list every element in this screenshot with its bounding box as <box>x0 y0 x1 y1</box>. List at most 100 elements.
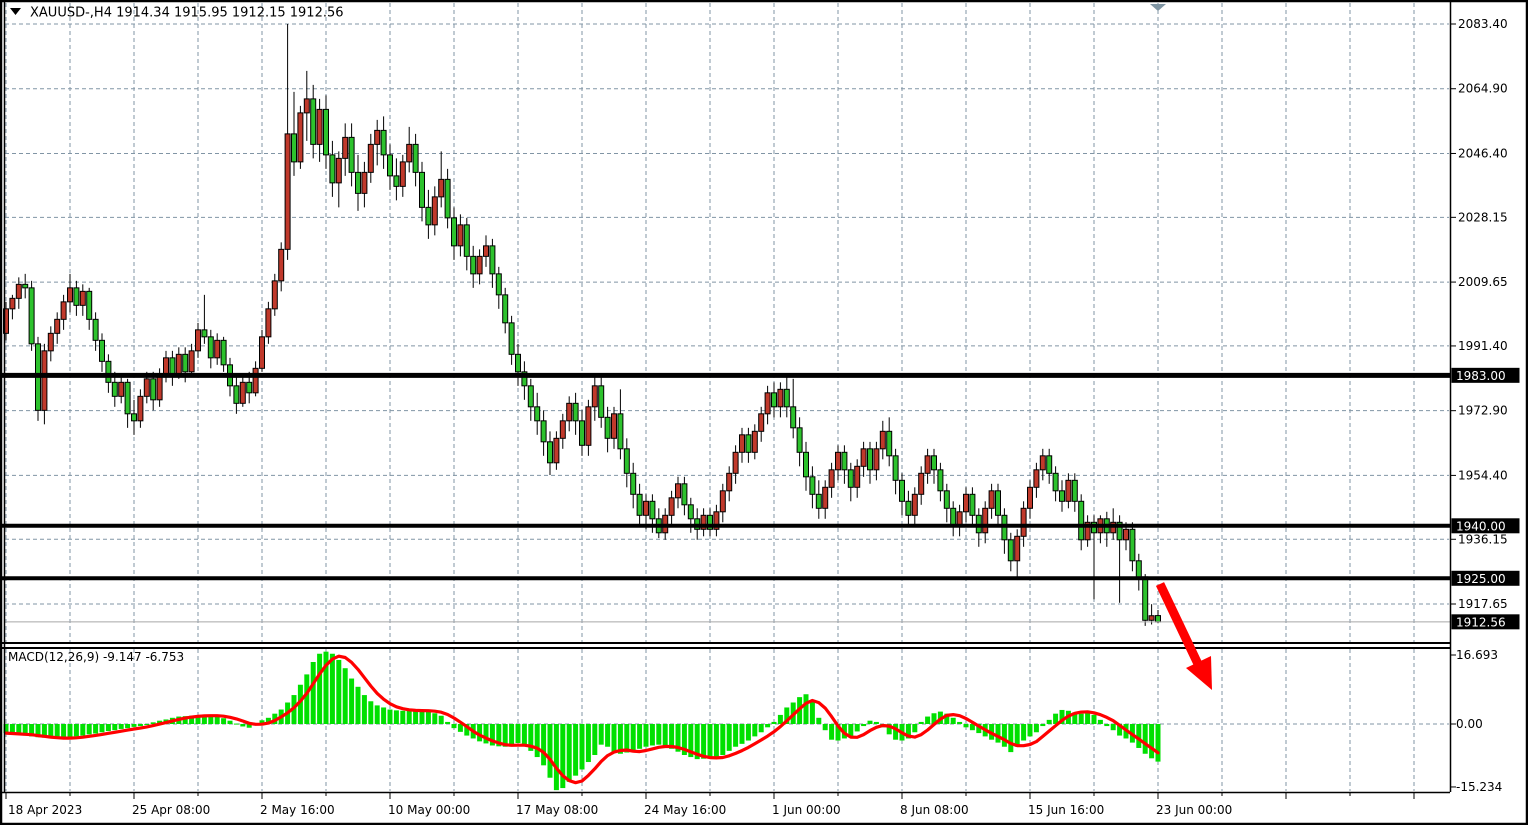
candle-body <box>111 381 118 397</box>
candle-body <box>623 448 630 474</box>
macd-histogram-bar <box>918 721 924 724</box>
macd-histogram-bar <box>585 724 591 763</box>
macd-histogram-bar <box>816 717 822 724</box>
candle-body <box>41 350 48 411</box>
level-price-tag <box>1451 570 1520 586</box>
macd-histogram-bar <box>3 724 9 734</box>
macd-histogram-bar <box>944 713 950 724</box>
candle-body <box>700 514 707 530</box>
macd-histogram-bar <box>912 724 918 733</box>
dropdown-triangle-icon[interactable] <box>10 8 21 15</box>
macd-histogram-bar <box>336 659 342 724</box>
macd-histogram-bar <box>809 701 815 724</box>
macd-histogram-bar <box>605 724 611 747</box>
macd-histogram-bar <box>950 717 956 724</box>
candle-body <box>1039 455 1046 471</box>
candle-body <box>3 308 9 334</box>
candle-body <box>796 427 803 453</box>
macd-histogram-bar <box>976 724 982 734</box>
macd-histogram-bar <box>16 724 22 735</box>
candle-body <box>636 493 643 516</box>
macd-histogram-bar <box>624 724 630 753</box>
macd-histogram-bar <box>720 724 726 755</box>
candle-body <box>233 385 240 404</box>
macd-histogram-bar <box>566 724 572 782</box>
candle-body <box>329 154 336 184</box>
scroll-to-end-icon[interactable] <box>1150 4 1166 11</box>
candle-body <box>828 469 835 488</box>
candle-body <box>54 318 61 334</box>
candle-body <box>937 469 944 492</box>
candle-body <box>585 406 592 446</box>
trend-arrow-annotation[interactable] <box>1155 582 1212 690</box>
candle-body <box>1027 486 1033 509</box>
macd-histogram-bar <box>931 713 937 724</box>
candle-body <box>726 472 733 492</box>
candle-body <box>860 448 867 467</box>
candle-body <box>284 133 291 250</box>
candle-body <box>1033 469 1040 488</box>
macd-histogram-bar <box>848 724 854 737</box>
level-price-tag <box>1451 518 1520 534</box>
time-axis-label: 17 May 08:00 <box>516 803 598 817</box>
macd-histogram-bar <box>541 724 547 766</box>
candle-body <box>265 308 272 338</box>
candle-body <box>803 451 809 478</box>
candle-body <box>950 507 957 527</box>
candle-body <box>815 493 822 509</box>
time-axis-label: 15 Jun 16:00 <box>1028 803 1104 817</box>
macd-histogram-bar <box>1091 714 1097 724</box>
candle-body <box>483 245 489 257</box>
candle-body <box>911 493 918 516</box>
macd-histogram-bar <box>483 724 489 744</box>
candle-body <box>67 287 73 303</box>
candle-body <box>143 378 150 397</box>
macd-histogram-bar <box>771 721 777 724</box>
macd-histogram-bar <box>105 724 111 732</box>
candle-body <box>124 381 131 415</box>
macd-histogram-bar <box>29 724 35 737</box>
macd-histogram-bar <box>867 720 873 724</box>
macd-histogram-bar <box>726 724 732 751</box>
candle-body <box>489 245 496 275</box>
candle-body <box>207 336 214 359</box>
candle-body <box>451 217 457 247</box>
candle-body <box>1129 528 1136 562</box>
macd-histogram-bar <box>393 710 399 724</box>
candle-body <box>1135 560 1142 579</box>
macd-histogram-bar <box>419 710 425 724</box>
price-tag-label: 1983.00 <box>1456 369 1506 383</box>
candle-body <box>918 472 925 495</box>
candle-body <box>259 336 265 369</box>
macd-histogram-bar <box>969 724 975 731</box>
candle-body <box>79 290 86 306</box>
candle-body <box>1155 615 1161 623</box>
macd-histogram-bar <box>656 724 662 745</box>
candle-body <box>470 255 477 275</box>
macd-histogram-bar <box>489 724 495 746</box>
macd-histogram-bar <box>400 710 406 724</box>
candle-body <box>572 402 579 422</box>
macd-histogram-bar <box>477 724 483 742</box>
candle-body <box>681 483 688 506</box>
macd-histogram-bar <box>1040 724 1046 727</box>
macd-histogram-bar <box>496 724 502 747</box>
candle-body <box>9 297 16 310</box>
candle-body <box>86 290 93 320</box>
candle-body <box>361 171 368 194</box>
macd-histogram-bar <box>214 716 220 724</box>
macd-histogram-bar <box>1033 724 1039 733</box>
macd-histogram-bar <box>854 724 860 732</box>
macd-histogram-bar <box>1110 724 1116 731</box>
macd-histogram-bar <box>681 724 687 755</box>
macd-histogram-bar <box>835 724 841 741</box>
candle-body <box>771 392 777 408</box>
macd-layer <box>3 651 1161 791</box>
candle-body <box>156 374 163 401</box>
candle-body <box>131 413 137 422</box>
macd-histogram-bar <box>54 724 60 739</box>
macd-histogram-bar <box>861 724 867 727</box>
candle-body <box>764 392 771 415</box>
